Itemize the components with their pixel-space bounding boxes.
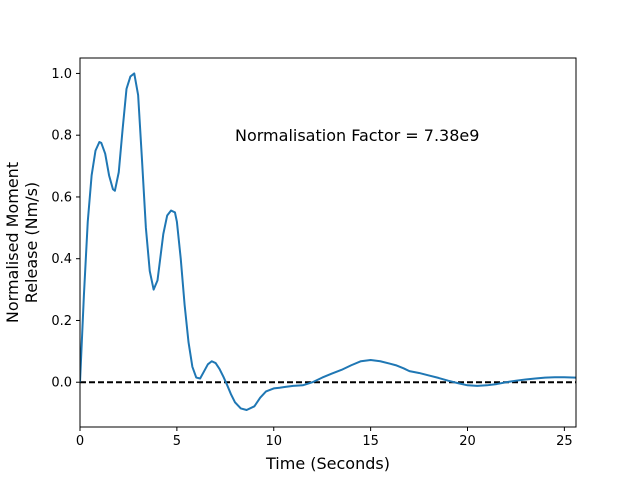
x-tick-label: 15 <box>362 434 379 449</box>
y-axis-label-line-2: Release (Nm/s) <box>22 182 41 303</box>
axis-ticks: 0 5 10 15 20 25 0.0 0.2 0.4 0.6 0.8 1.0 <box>51 67 572 449</box>
x-axis-label: Time (Seconds) <box>265 454 390 473</box>
axes-frame <box>79 57 577 428</box>
y-tick-label: 0.8 <box>51 129 72 144</box>
x-tick-label: 25 <box>556 434 573 449</box>
x-tick-label: 5 <box>173 434 181 449</box>
x-tick-label: 0 <box>76 434 84 449</box>
x-tick-label: 20 <box>459 434 476 449</box>
x-tick-label: 10 <box>265 434 282 449</box>
plot-area <box>80 72 576 412</box>
y-tick-label: 0.6 <box>51 190 72 205</box>
y-tick-label: 1.0 <box>51 67 72 82</box>
y-axis-label: Normalised Moment Release (Nm/s) <box>3 162 41 323</box>
y-tick-label: 0.2 <box>51 314 72 329</box>
y-tick-label: 0.4 <box>51 252 72 267</box>
y-axis-label-line-1: Normalised Moment <box>3 162 22 323</box>
y-tick-label: 0.0 <box>51 376 72 391</box>
normalisation-factor-annotation: Normalisation Factor = 7.38e9 <box>235 126 479 145</box>
series-line-0 <box>80 72 576 412</box>
